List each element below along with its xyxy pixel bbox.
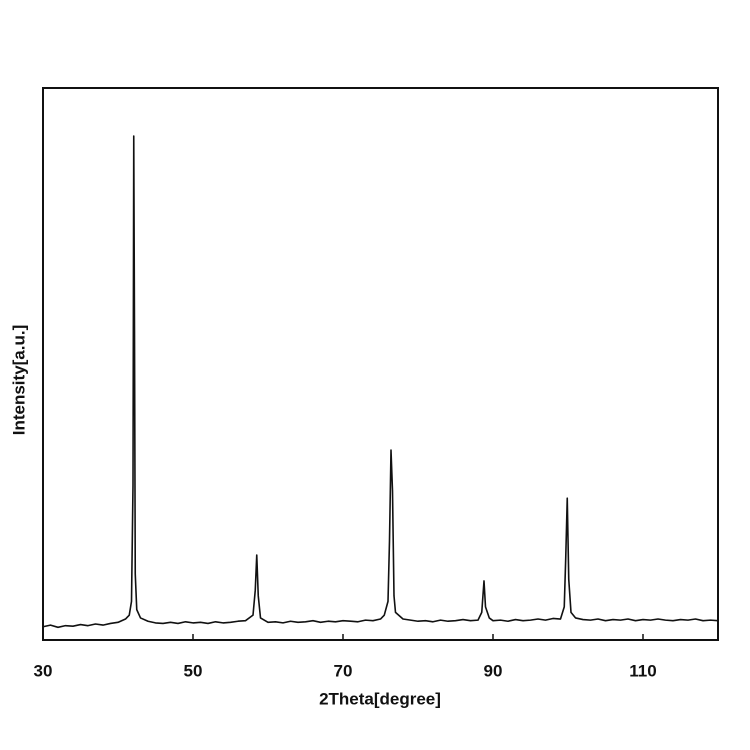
x-axis-label: 2Theta[degree]	[319, 689, 441, 708]
data-line	[42, 135, 719, 629]
x-tick-label: 50	[184, 661, 203, 680]
plot-frame	[42, 87, 719, 641]
x-tick-label: 70	[334, 661, 353, 680]
x-tick-label: 90	[484, 661, 503, 680]
x-tick-label: 30	[34, 661, 53, 680]
y-axis-label: Intensity[a.u.]	[9, 325, 28, 436]
x-tick-label: 110	[629, 661, 656, 680]
